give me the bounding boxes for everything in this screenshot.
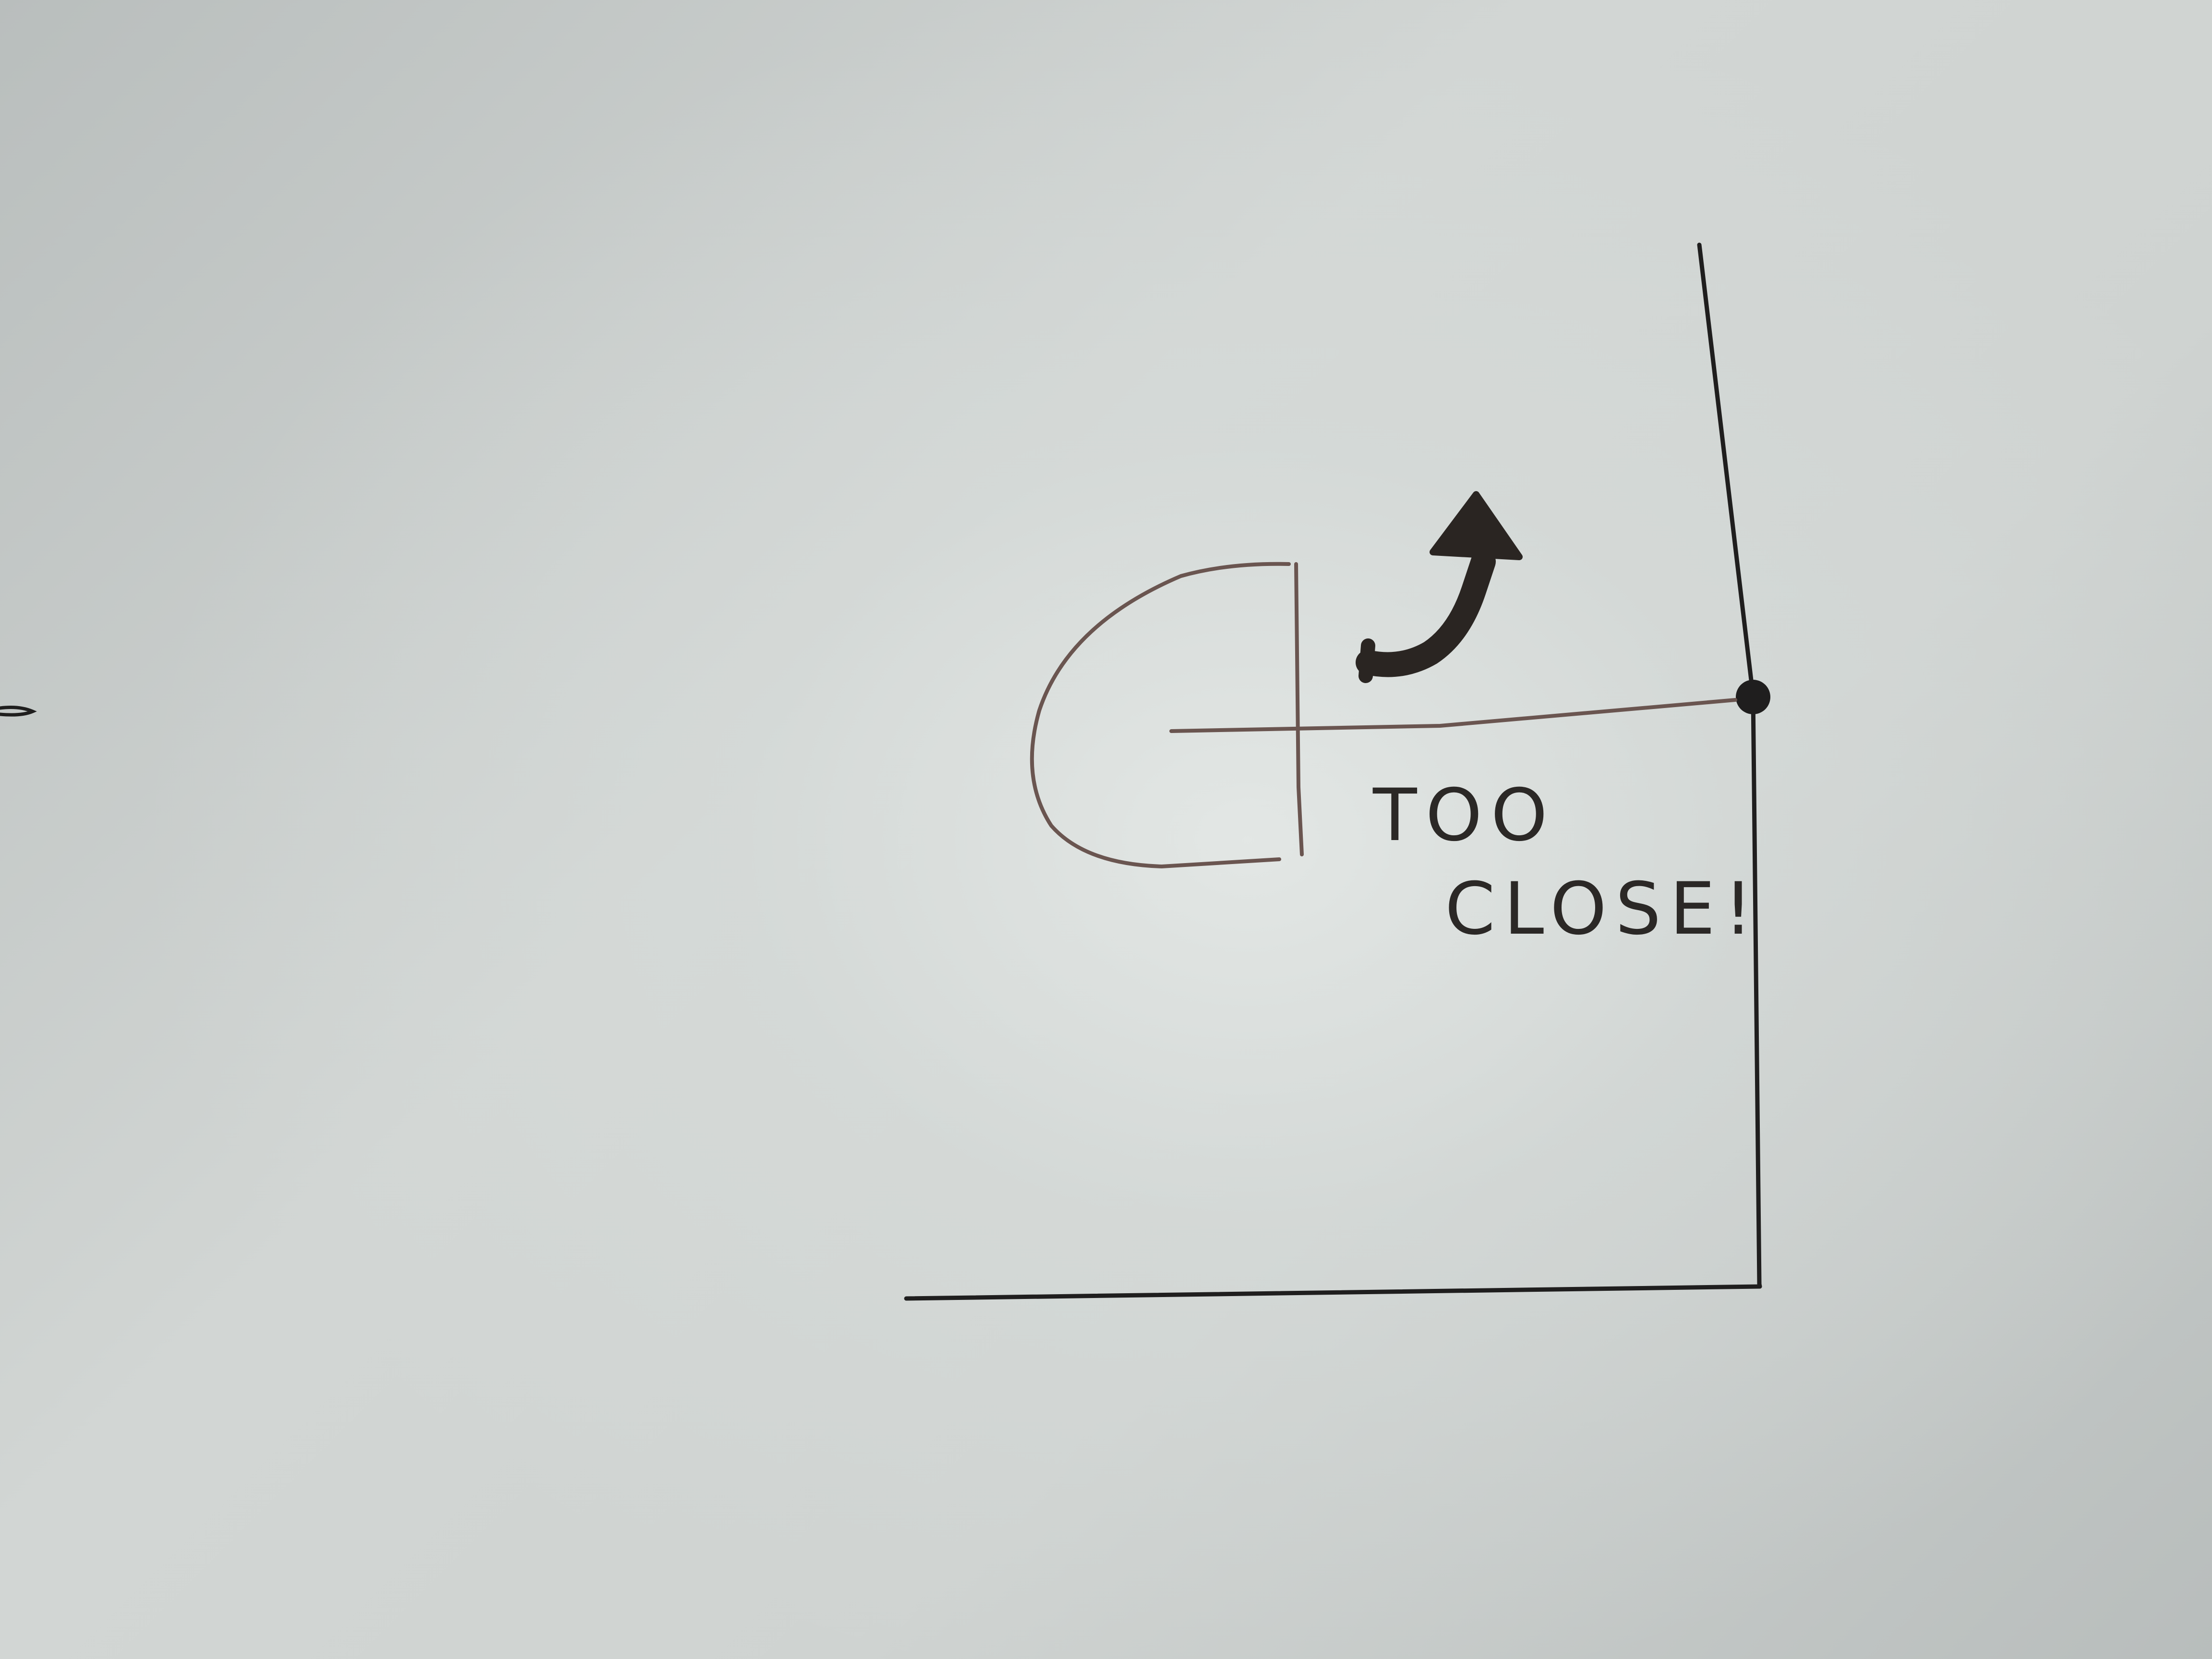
hinge-dot — [1736, 680, 1770, 714]
arrow-head-icon — [1430, 491, 1523, 560]
curved-arrow-tail — [1358, 638, 1375, 683]
note-line-2: CLOSE! — [1445, 867, 1761, 951]
object-semicircle — [1030, 562, 1291, 868]
left-edge-mark — [0, 706, 37, 717]
wall-outline — [904, 242, 1762, 1301]
distance-line — [1169, 698, 1737, 733]
curved-arrow-shaft — [1356, 549, 1496, 677]
note-line-1: TOO — [1372, 774, 1556, 857]
object-vertical-stroke — [1294, 562, 1304, 856]
